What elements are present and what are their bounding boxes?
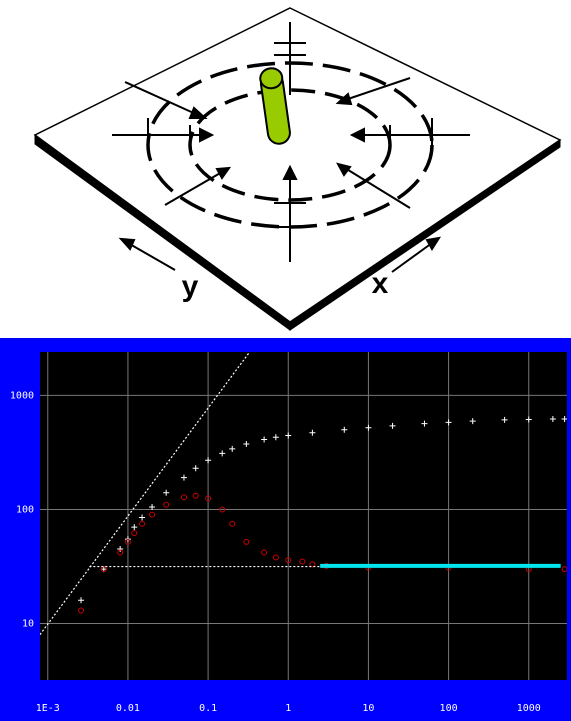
point <box>365 424 372 431</box>
point <box>243 538 250 545</box>
point <box>309 561 316 568</box>
point <box>124 538 131 545</box>
axis-label-x: x <box>372 267 389 300</box>
point <box>131 524 138 531</box>
point <box>163 489 170 496</box>
point <box>549 416 556 423</box>
x-tick-label: 0.01 <box>116 703 140 714</box>
point <box>561 566 567 573</box>
point <box>149 504 156 511</box>
flow-arrows <box>112 22 470 273</box>
point <box>205 495 212 502</box>
point <box>261 436 268 443</box>
point <box>139 514 146 521</box>
point <box>117 549 124 556</box>
point <box>163 501 170 508</box>
point <box>285 432 292 439</box>
point <box>229 520 236 527</box>
point <box>272 554 279 561</box>
point <box>229 445 236 452</box>
point <box>192 465 199 472</box>
point <box>149 511 156 518</box>
point <box>117 546 124 553</box>
plot-area <box>40 352 567 680</box>
point <box>561 416 567 423</box>
point <box>219 506 226 513</box>
well <box>259 67 291 145</box>
point <box>469 418 476 425</box>
axis-label-y: y <box>182 270 199 303</box>
point <box>180 494 187 501</box>
y-tick-label: 100 <box>16 504 34 515</box>
chart: 1E-3 0.01 0.1 1 10 100 1000 10 100 1000 <box>10 352 567 714</box>
point <box>501 416 508 423</box>
point <box>243 440 250 447</box>
point <box>421 420 428 427</box>
x-tick-label: 100 <box>440 703 458 714</box>
x-tick-label: 1000 <box>517 703 541 714</box>
point <box>131 530 138 537</box>
point <box>525 416 532 423</box>
point <box>100 566 107 573</box>
point <box>139 520 146 527</box>
point <box>341 426 348 433</box>
point <box>219 450 226 457</box>
point <box>389 422 396 429</box>
x-tick-label: 1E-3 <box>36 703 60 714</box>
plot <box>40 352 567 635</box>
point <box>285 557 292 564</box>
y-tick-label: 10 <box>22 619 34 630</box>
series-line <box>40 352 251 635</box>
point <box>192 492 199 499</box>
x-tick-label: 10 <box>362 703 374 714</box>
point <box>78 597 85 604</box>
point <box>309 429 316 436</box>
x-tick-label: 1 <box>285 703 291 714</box>
point <box>205 457 212 464</box>
plate-edge <box>289 139 561 331</box>
point <box>445 419 452 426</box>
diagram <box>33 7 562 331</box>
point <box>299 558 306 565</box>
point <box>272 434 279 441</box>
point <box>78 607 85 614</box>
point <box>180 474 187 481</box>
y-tick-label: 1000 <box>10 390 34 401</box>
x-tick-label: 0.1 <box>199 703 217 714</box>
point <box>261 549 268 556</box>
